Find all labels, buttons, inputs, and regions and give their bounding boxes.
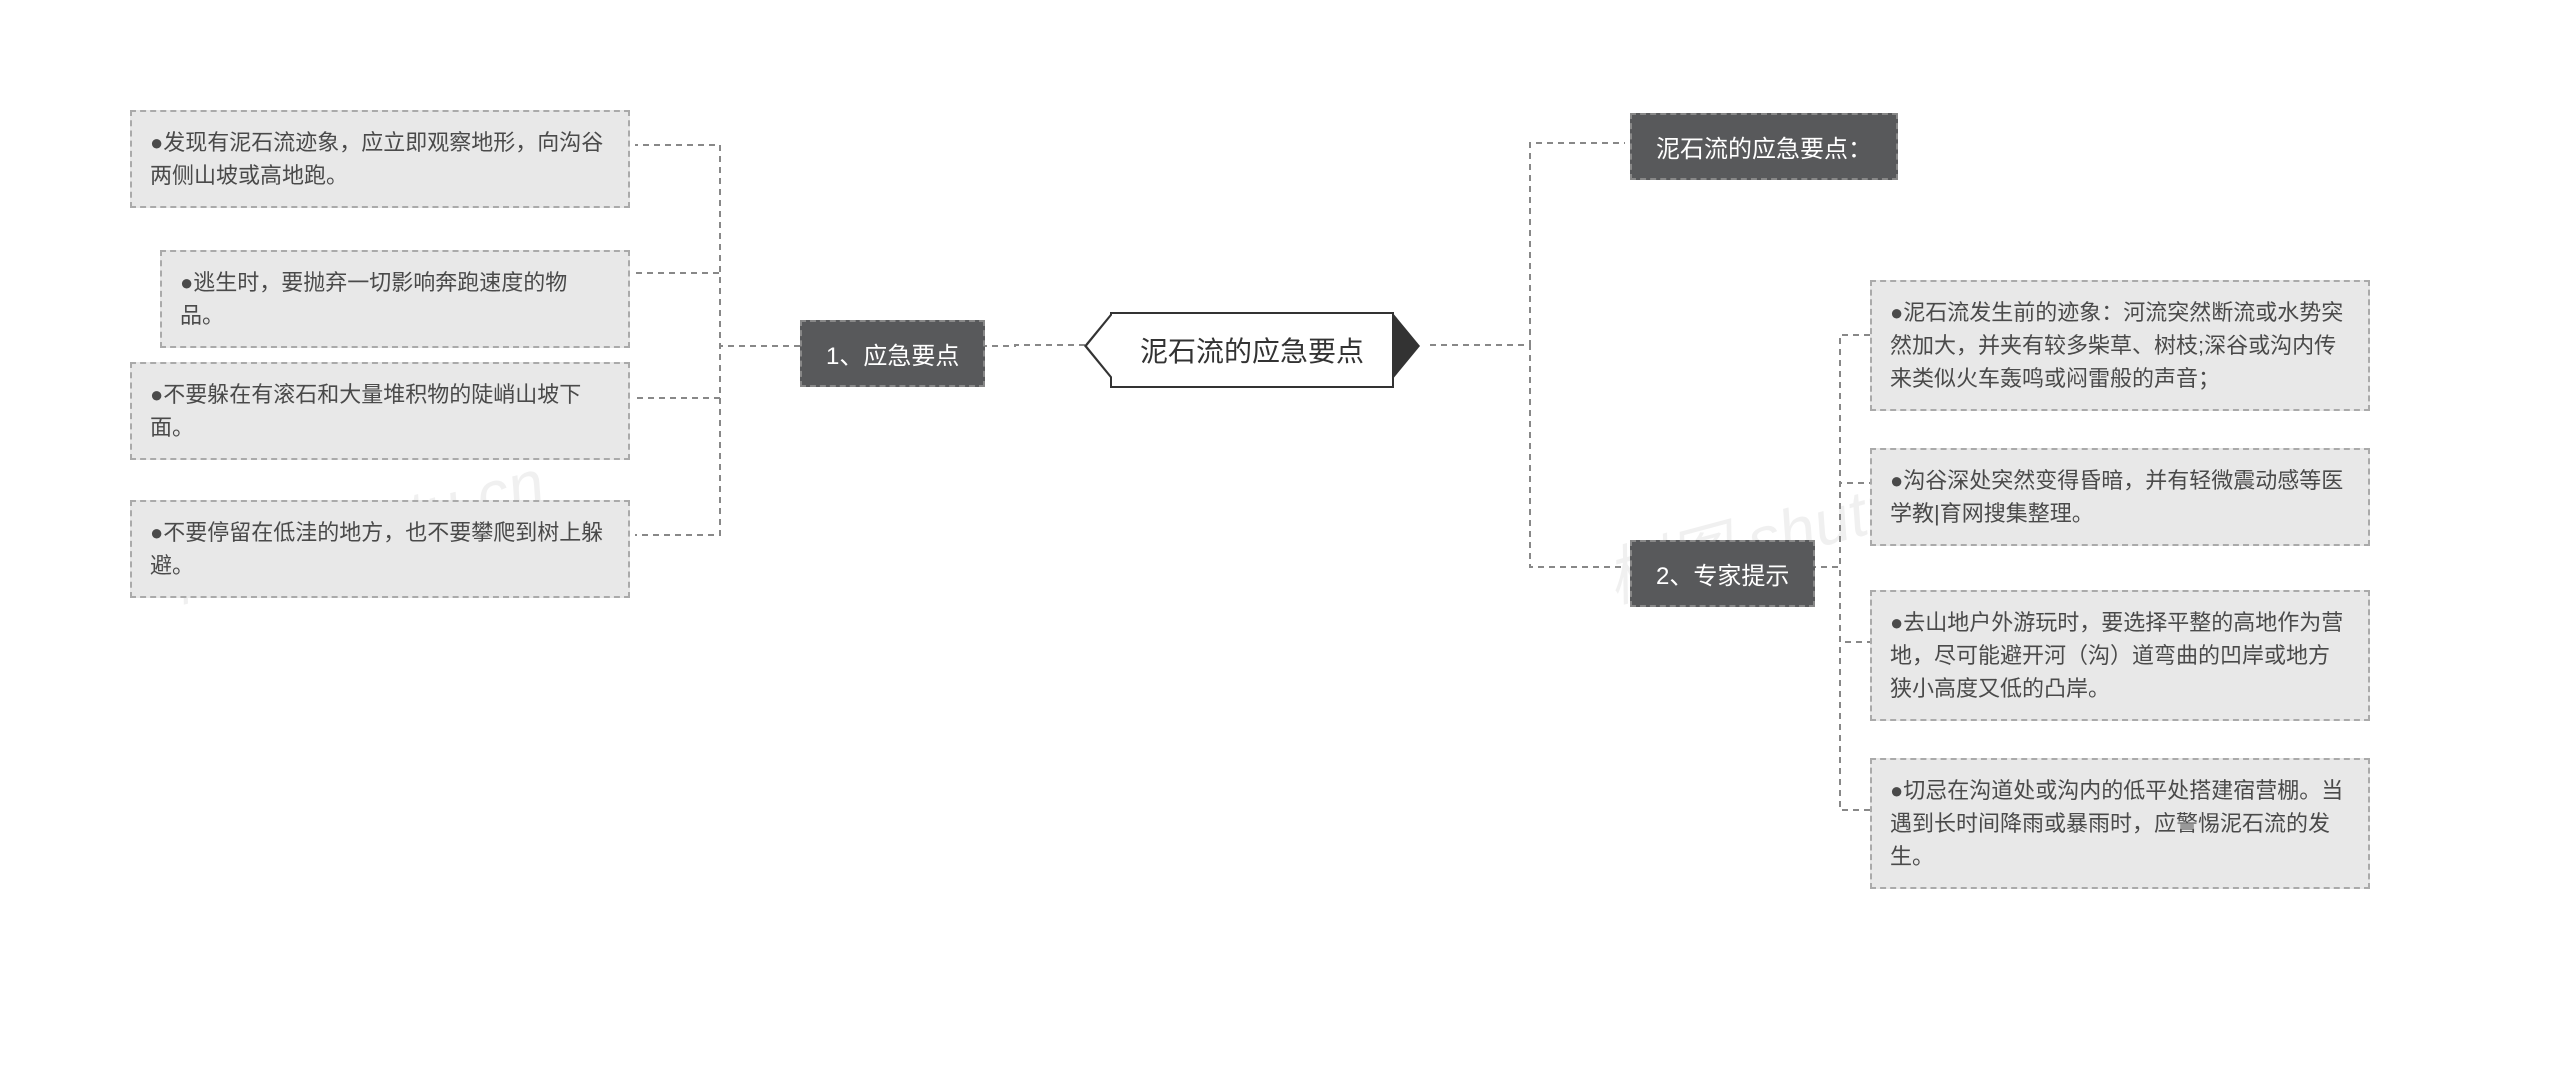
left-leaf-3: ●不要躲在有滚石和大量堆积物的陡峭山坡下面。 xyxy=(130,362,630,460)
left-leaf-1: ●发现有泥石流迹象，应立即观察地形，向沟谷两侧山坡或高地跑。 xyxy=(130,110,630,208)
right-leaf-3: ●去山地户外游玩时，要选择平整的高地作为营地，尽可能避开河（沟）道弯曲的凹岸或地… xyxy=(1870,590,2370,721)
right-leaf-4: ●切忌在沟道处或沟内的低平处搭建宿营棚。当遇到长时间降雨或暴雨时，应警惕泥石流的… xyxy=(1870,758,2370,889)
right-branch-2: 2、专家提示 xyxy=(1630,540,1815,607)
left-leaf-2: ●逃生时，要抛弃一切影响奔跑速度的物品。 xyxy=(160,250,630,348)
center-node: 泥石流的应急要点 xyxy=(1110,312,1394,388)
right-leaf-1: ●泥石流发生前的迹象：河流突然断流或水势突然加大，并夹有较多柴草、树枝;深谷或沟… xyxy=(1870,280,2370,411)
center-text: 泥石流的应急要点 xyxy=(1140,336,1364,367)
right-leaf-2: ●沟谷深处突然变得昏暗，并有轻微震动感等医学教|育网搜集整理。 xyxy=(1870,448,2370,546)
left-leaf-4: ●不要停留在低洼的地方，也不要攀爬到树上躲避。 xyxy=(130,500,630,598)
right-branch-1: 泥石流的应急要点： xyxy=(1630,113,1898,180)
left-branch: 1、应急要点 xyxy=(800,320,985,387)
